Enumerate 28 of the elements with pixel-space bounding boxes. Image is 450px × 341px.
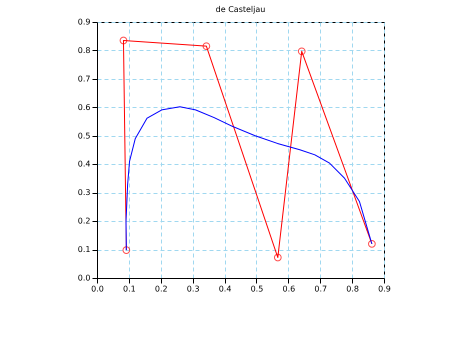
x-tick-label: 0.5 xyxy=(250,284,264,294)
y-tick-label: 0.2 xyxy=(78,216,90,226)
y-tick-label: 0.3 xyxy=(78,188,90,198)
y-tick-label: 0.1 xyxy=(78,245,90,254)
y-tick-label: 0.5 xyxy=(78,131,90,140)
chart-title: de Casteljau xyxy=(216,5,266,14)
y-tick-label: 0.8 xyxy=(78,46,90,55)
x-tick-label: 0.0 xyxy=(91,284,104,294)
y-tick-label: 0.7 xyxy=(78,74,90,84)
x-tick-label: 0.3 xyxy=(186,284,200,294)
point xyxy=(368,240,376,248)
x-tick-label: 0.1 xyxy=(123,284,136,294)
y-tick-label: 0.6 xyxy=(78,102,90,112)
y-tick-label: 0.9 xyxy=(78,18,90,26)
point xyxy=(298,47,306,56)
line-series xyxy=(126,106,372,251)
x-tick-label: 0.2 xyxy=(154,284,168,294)
x-tick-label: 0.4 xyxy=(218,284,232,294)
y-tick-label: 0.4 xyxy=(78,160,90,169)
x-tick-label: 0.7 xyxy=(314,284,328,294)
point xyxy=(202,42,210,50)
x-tick-label: 0.9 xyxy=(378,284,391,294)
point xyxy=(122,246,130,254)
y-tick-label: 0.0 xyxy=(78,274,90,282)
x-tick-label: 0.8 xyxy=(346,284,359,294)
point xyxy=(274,254,282,262)
point xyxy=(120,36,128,44)
x-tick-label: 0.6 xyxy=(282,284,296,294)
